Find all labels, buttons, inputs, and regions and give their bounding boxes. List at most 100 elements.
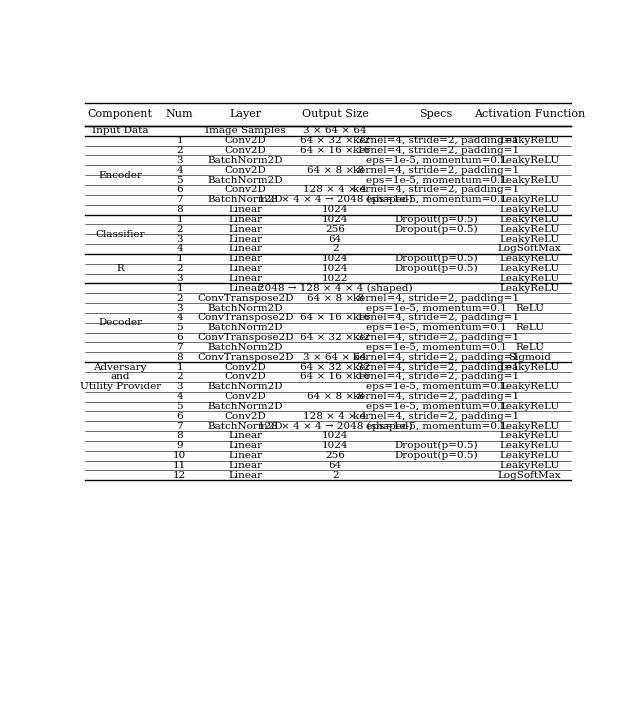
Text: kernel=4, stride=2, padding=1: kernel=4, stride=2, padding=1 <box>353 411 519 421</box>
Text: 64: 64 <box>329 461 342 470</box>
Text: Conv2D: Conv2D <box>225 166 266 174</box>
Text: eps=1e-5, momentum=0.1: eps=1e-5, momentum=0.1 <box>365 402 507 411</box>
Text: 7: 7 <box>177 195 183 205</box>
Text: and: and <box>111 373 130 381</box>
Text: BatchNorm2D: BatchNorm2D <box>207 156 283 165</box>
Text: 6: 6 <box>177 411 183 421</box>
Text: 11: 11 <box>173 461 186 470</box>
Text: 64 × 8 × 8: 64 × 8 × 8 <box>307 294 364 303</box>
Text: 1022: 1022 <box>322 274 349 283</box>
Text: 64: 64 <box>329 235 342 243</box>
Text: kernel=4, stride=2, padding=1: kernel=4, stride=2, padding=1 <box>353 353 519 362</box>
Text: Conv2D: Conv2D <box>225 146 266 155</box>
Text: LeakyReLU: LeakyReLU <box>500 421 560 431</box>
Text: LeakyReLU: LeakyReLU <box>500 156 560 165</box>
Text: BatchNorm2D: BatchNorm2D <box>207 421 283 431</box>
Text: Linear: Linear <box>228 274 262 283</box>
Text: 1: 1 <box>177 215 183 224</box>
Text: eps=1e-5, momentum=0.1: eps=1e-5, momentum=0.1 <box>365 176 507 185</box>
Text: Conv2D: Conv2D <box>225 363 266 372</box>
Text: 12: 12 <box>173 471 186 480</box>
Text: 128 × 4 × 4: 128 × 4 × 4 <box>303 185 367 195</box>
Text: Dropout(p=0.5): Dropout(p=0.5) <box>394 451 478 460</box>
Text: 8: 8 <box>177 205 183 214</box>
Text: LogSoftMax: LogSoftMax <box>498 471 561 480</box>
Text: 64 × 32 × 32: 64 × 32 × 32 <box>300 333 371 342</box>
Text: ConvTranspose2D: ConvTranspose2D <box>197 294 294 303</box>
Text: eps=1e-5, momentum=0.1: eps=1e-5, momentum=0.1 <box>365 304 507 312</box>
Text: LeakyReLU: LeakyReLU <box>500 451 560 460</box>
Text: Decoder: Decoder <box>98 318 142 327</box>
Text: BatchNorm2D: BatchNorm2D <box>207 343 283 352</box>
Text: 256: 256 <box>325 451 345 460</box>
Text: ReLU: ReLU <box>515 304 544 312</box>
Text: LeakyReLU: LeakyReLU <box>500 225 560 234</box>
Text: R: R <box>116 264 124 273</box>
Text: Classifier: Classifier <box>95 230 145 238</box>
Text: LeakyReLU: LeakyReLU <box>500 442 560 450</box>
Text: Linear: Linear <box>228 235 262 243</box>
Text: Image Samples: Image Samples <box>205 126 285 136</box>
Text: 3 × 64 × 64: 3 × 64 × 64 <box>303 353 367 362</box>
Text: 2: 2 <box>177 294 183 303</box>
Text: Linear: Linear <box>228 244 262 253</box>
Text: 2: 2 <box>332 244 339 253</box>
Text: 5: 5 <box>177 402 183 411</box>
Text: 64 × 32 × 32: 64 × 32 × 32 <box>300 136 371 145</box>
Text: LeakyReLU: LeakyReLU <box>500 136 560 145</box>
Text: 2048 → 128 × 4 × 4 (shaped): 2048 → 128 × 4 × 4 (shaped) <box>258 284 413 293</box>
Text: kernel=4, stride=2, padding=1: kernel=4, stride=2, padding=1 <box>353 166 519 174</box>
Text: eps=1e-5, momentum=0.1: eps=1e-5, momentum=0.1 <box>365 323 507 332</box>
Text: 64 × 8 × 8: 64 × 8 × 8 <box>307 166 364 174</box>
Text: 6: 6 <box>177 333 183 342</box>
Text: LeakyReLU: LeakyReLU <box>500 432 560 440</box>
Text: 7: 7 <box>177 343 183 352</box>
Text: LeakyReLU: LeakyReLU <box>500 205 560 214</box>
Text: Linear: Linear <box>228 225 262 234</box>
Text: 1024: 1024 <box>322 264 349 273</box>
Text: LeakyReLU: LeakyReLU <box>500 284 560 293</box>
Text: Dropout(p=0.5): Dropout(p=0.5) <box>394 225 478 234</box>
Text: 1024: 1024 <box>322 215 349 224</box>
Text: LeakyReLU: LeakyReLU <box>500 461 560 470</box>
Text: Linear: Linear <box>228 215 262 224</box>
Text: Adversary: Adversary <box>93 363 147 372</box>
Text: 8: 8 <box>177 432 183 440</box>
Text: Component: Component <box>88 109 153 119</box>
Text: 1024: 1024 <box>322 205 349 214</box>
Text: 128 × 4 × 4: 128 × 4 × 4 <box>303 411 367 421</box>
Text: BatchNorm2D: BatchNorm2D <box>207 304 283 312</box>
Text: eps=1e-5, momentum=0.1: eps=1e-5, momentum=0.1 <box>365 156 507 165</box>
Text: LeakyReLU: LeakyReLU <box>500 274 560 283</box>
Text: LeakyReLU: LeakyReLU <box>500 402 560 411</box>
Text: 1: 1 <box>177 136 183 145</box>
Text: Conv2D: Conv2D <box>225 136 266 145</box>
Text: Linear: Linear <box>228 471 262 480</box>
Text: eps=1e-5, momentum=0.1: eps=1e-5, momentum=0.1 <box>365 195 507 205</box>
Text: 64 × 32 × 32: 64 × 32 × 32 <box>300 363 371 372</box>
Text: 3: 3 <box>177 304 183 312</box>
Text: 4: 4 <box>177 166 183 174</box>
Text: Conv2D: Conv2D <box>225 392 266 401</box>
Text: 64 × 8 × 8: 64 × 8 × 8 <box>307 392 364 401</box>
Text: LeakyReLU: LeakyReLU <box>500 363 560 372</box>
Text: LeakyReLU: LeakyReLU <box>500 195 560 205</box>
Text: 4: 4 <box>177 313 183 322</box>
Text: LeakyReLU: LeakyReLU <box>500 382 560 391</box>
Text: 3: 3 <box>177 274 183 283</box>
Text: 10: 10 <box>173 451 186 460</box>
Text: Utility Provider: Utility Provider <box>79 382 161 391</box>
Text: 4: 4 <box>177 392 183 401</box>
Text: kernel=4, stride=2, padding=1: kernel=4, stride=2, padding=1 <box>353 392 519 401</box>
Text: kernel=4, stride=2, padding=1: kernel=4, stride=2, padding=1 <box>353 146 519 155</box>
Text: Linear: Linear <box>228 442 262 450</box>
Text: 1024: 1024 <box>322 442 349 450</box>
Text: kernel=4, stride=2, padding=1: kernel=4, stride=2, padding=1 <box>353 313 519 322</box>
Text: 2: 2 <box>177 225 183 234</box>
Text: Linear: Linear <box>228 461 262 470</box>
Text: Linear: Linear <box>228 284 262 293</box>
Text: kernel=4, stride=2, padding=1: kernel=4, stride=2, padding=1 <box>353 333 519 342</box>
Text: Conv2D: Conv2D <box>225 373 266 381</box>
Text: Linear: Linear <box>228 254 262 264</box>
Text: Linear: Linear <box>228 432 262 440</box>
